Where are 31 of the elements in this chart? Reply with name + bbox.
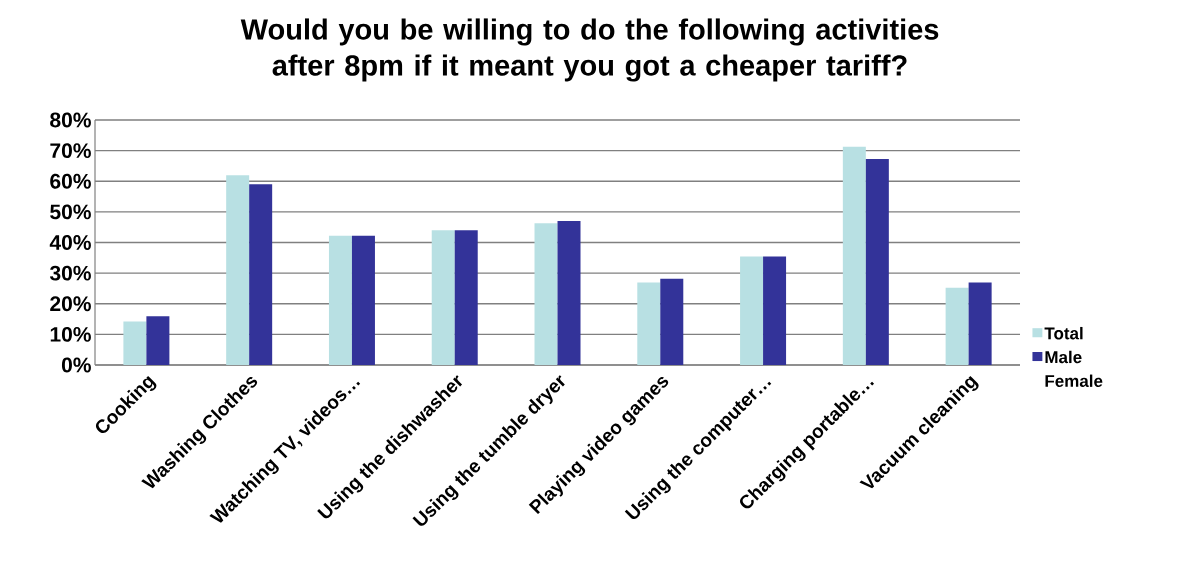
legend-label: Male — [1045, 350, 1082, 364]
bar — [454, 230, 478, 365]
bar — [123, 321, 147, 365]
y-tick-label: 0% — [61, 357, 91, 373]
bar — [945, 287, 969, 365]
bar — [557, 221, 581, 365]
bar — [842, 146, 866, 365]
bar — [249, 184, 273, 365]
bar — [660, 278, 684, 365]
y-tick-label: 30% — [49, 265, 91, 281]
y-tick-label: 60% — [50, 173, 91, 189]
y-tick-label: 40% — [49, 235, 91, 250]
bar — [328, 235, 352, 365]
bar — [351, 235, 375, 365]
bar — [763, 256, 787, 365]
chart-title: Would you be willing to do the following activities after 8pm if it meant you got a cheaper tariff? — [240, 18, 939, 82]
bar — [146, 316, 170, 365]
bar — [534, 223, 558, 365]
text: Female — [1045, 374, 1103, 388]
y-tick-label: 10% — [50, 326, 91, 342]
bar — [865, 158, 889, 365]
bar — [637, 282, 661, 365]
y-tick-label: 50% — [50, 204, 91, 220]
y-tick-label: 70% — [50, 143, 91, 159]
bar — [740, 256, 764, 365]
y-tick-label: 80% — [50, 112, 91, 128]
bar — [226, 175, 250, 365]
y-tick-label: 20% — [50, 296, 91, 312]
bar — [431, 230, 455, 365]
legend-label: Total — [1044, 326, 1083, 340]
bar — [968, 282, 992, 365]
